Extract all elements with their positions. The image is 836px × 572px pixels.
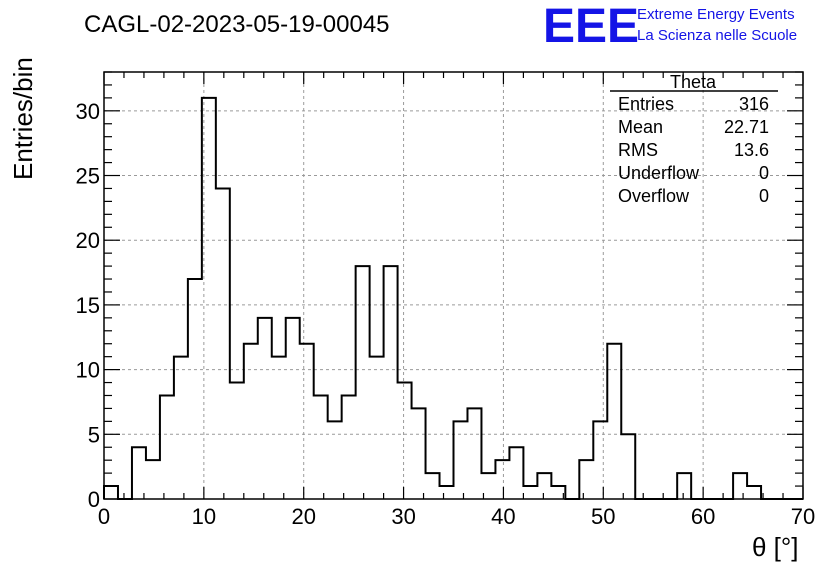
stats-title: Theta [670,72,717,92]
eee-logo-line2: La Scienza nelle Scuole [637,27,797,44]
x-tick-labels: 0 10 20 30 40 50 60 70 [98,504,815,529]
y-tick-labels: 0 5 10 15 20 25 30 [76,99,100,512]
stats-box: Theta Entries 316 Mean 22.71 RMS 13.6 Underflo… [610,72,778,206]
x-tick-label: 30 [391,504,415,529]
stats-row-label: RMS [618,140,658,160]
stats-row-label: Overflow [618,186,690,206]
stats-row-value: 13.6 [734,140,769,160]
y-tick-label: 15 [76,293,100,318]
y-tick-label: 20 [76,228,100,253]
axis-ticks [103,71,804,500]
y-tick-label: 25 [76,164,100,189]
x-tick-label: 20 [291,504,315,529]
plot-frame [103,71,804,500]
stats-row-value: 0 [759,186,769,206]
y-axis-title: Entries/bin [8,57,38,180]
y-tick-label: 30 [76,99,100,124]
stats-row-label: Entries [618,94,674,114]
stats-row-value: 0 [759,163,769,183]
x-tick-label: 70 [791,504,815,529]
x-tick-label: 10 [192,504,216,529]
stats-row-label: Mean [618,117,663,137]
y-tick-label: 10 [76,358,100,383]
stats-row-value: 316 [739,94,769,114]
x-tick-label: 50 [591,504,615,529]
x-tick-label: 0 [98,504,110,529]
y-tick-label: 5 [88,422,100,447]
x-tick-label: 40 [491,504,515,529]
x-axis-title: θ [°] [752,532,799,562]
eee-logo-mark: EEE [543,0,639,53]
stats-row-value: 22.71 [724,117,769,137]
chart-title: CAGL-02-2023-05-19-00045 [84,11,390,38]
y-tick-label: 0 [88,487,100,512]
stats-row-label: Underflow [618,163,700,183]
stats-rows: Entries 316 Mean 22.71 RMS 13.6 Underflow 0 Over… [618,94,769,206]
x-tick-label: 60 [691,504,715,529]
eee-logo-line1: Extreme Energy Events [637,6,795,23]
eee-logo: EEE Extreme Energy Events La Scienza nel… [543,0,797,53]
